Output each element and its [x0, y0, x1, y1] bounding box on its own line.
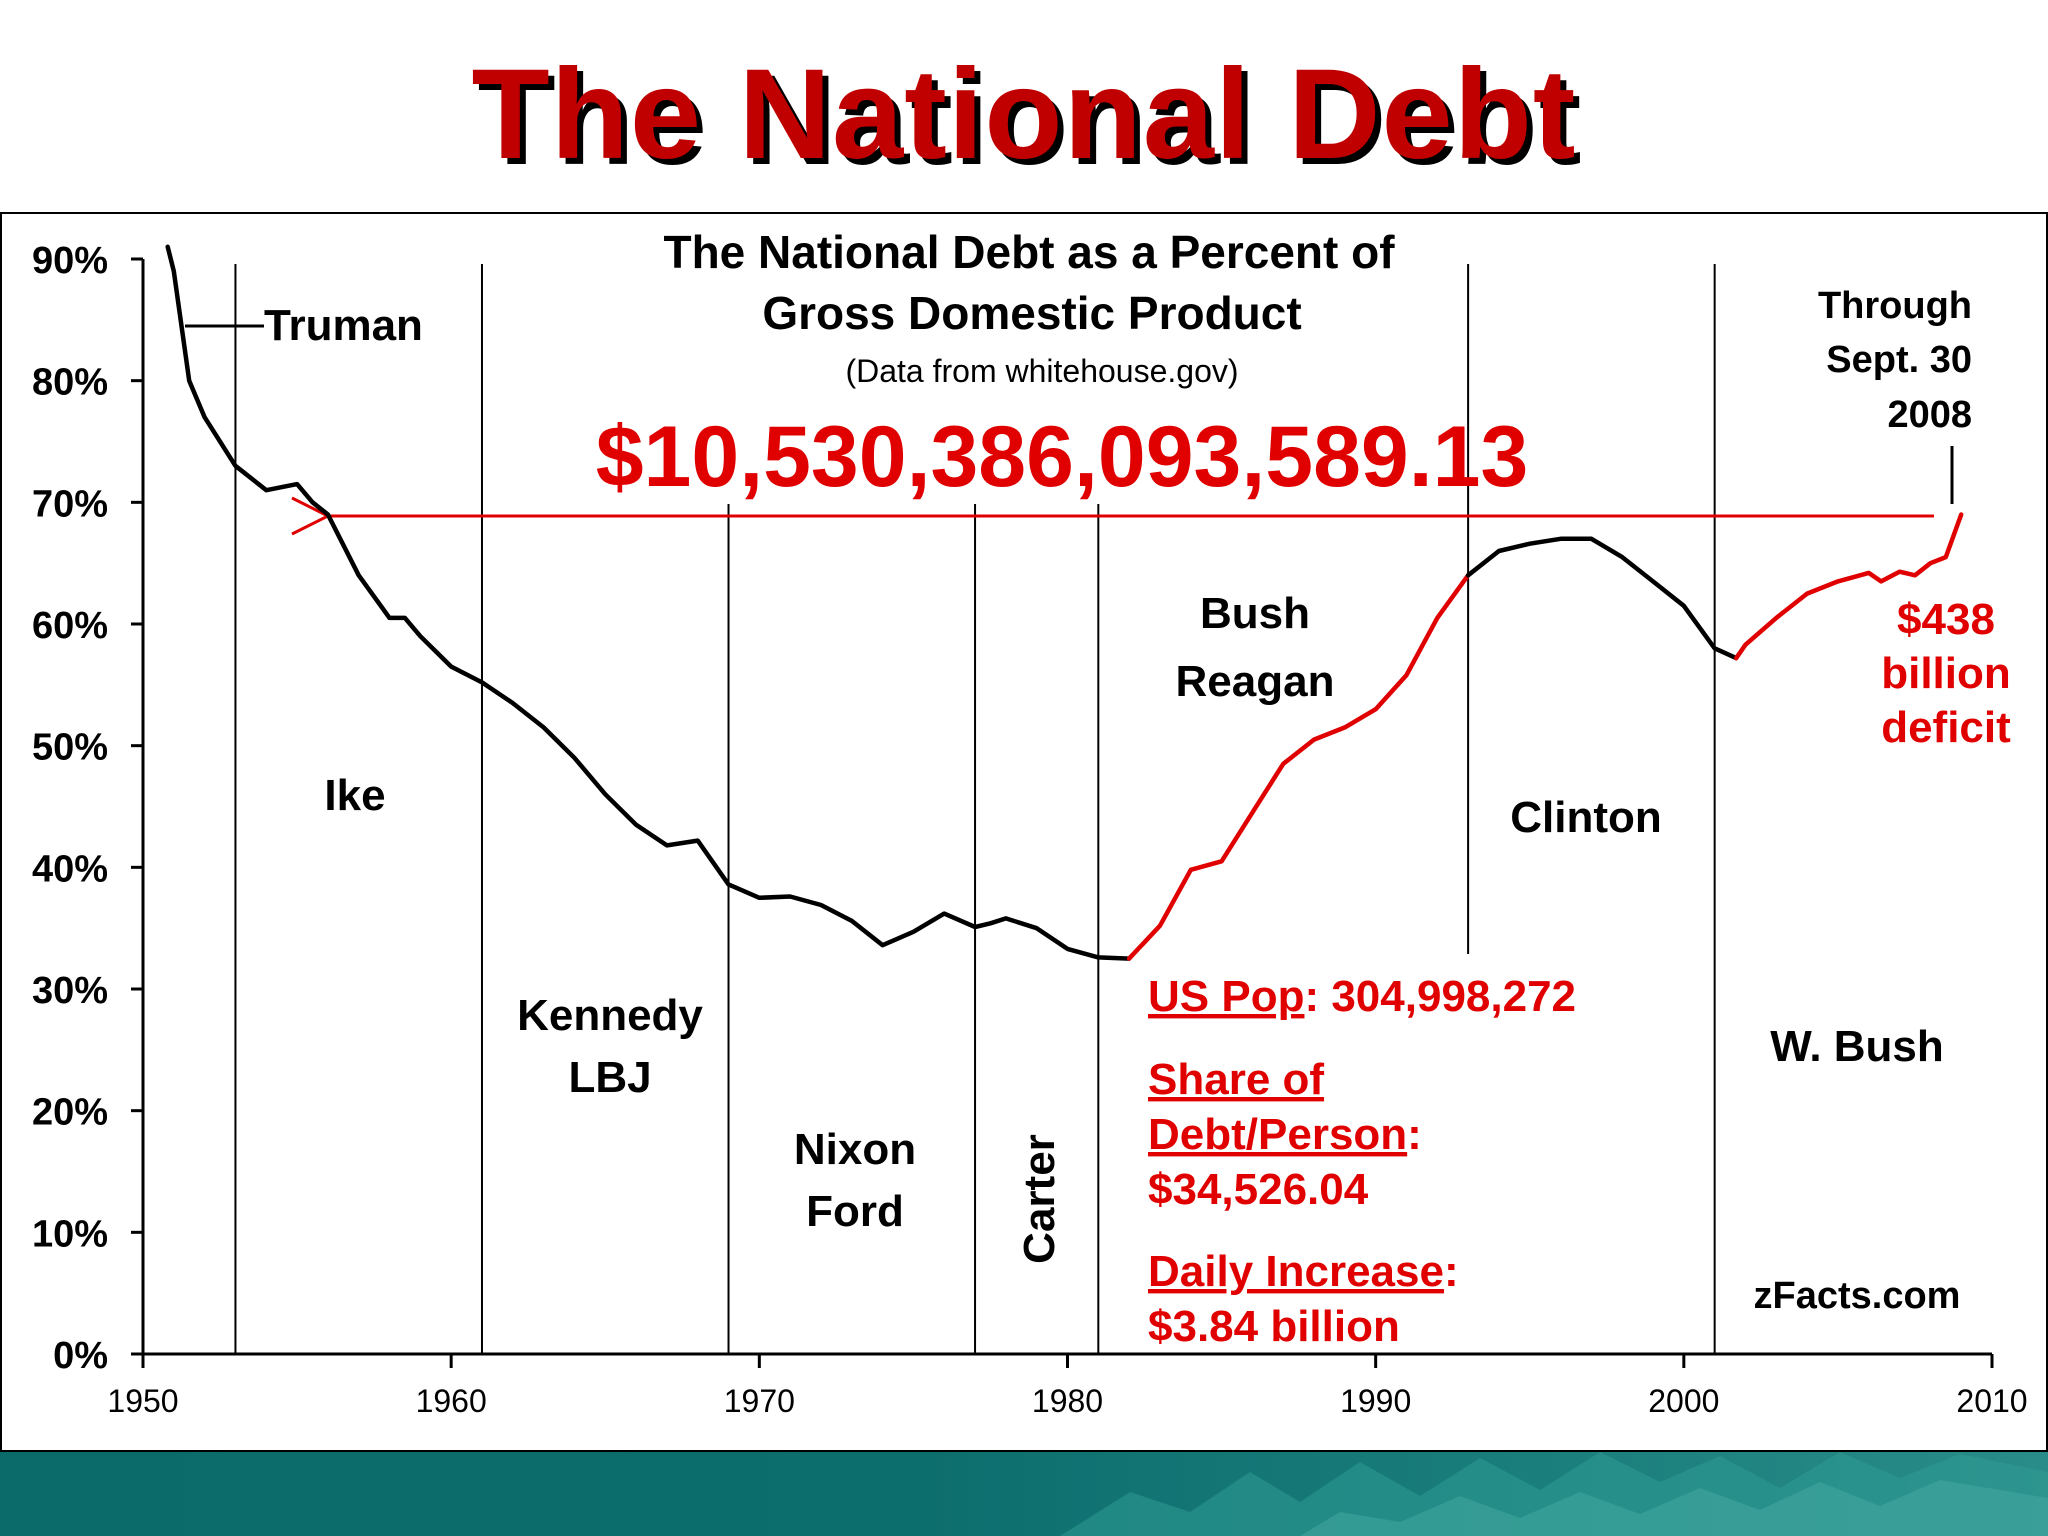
y-tick-label: 20% — [32, 1092, 108, 1134]
stat-daily: Daily Increase: — [1148, 1247, 1459, 1296]
x-tick-label: 1960 — [416, 1383, 487, 1419]
x-tick-label: 2000 — [1648, 1383, 1719, 1419]
chart-title: The National Debt as a Percent of — [663, 226, 1395, 278]
y-tick-label: 90% — [32, 240, 108, 282]
president-label-ike: Ike — [324, 771, 385, 820]
deficit-billion: billion — [1881, 649, 2011, 698]
stat-share-label1: Share of — [1148, 1055, 1324, 1104]
series-layer — [165, 244, 1964, 961]
stat-share-label2-line: Debt/Person: — [1148, 1110, 1422, 1159]
x-ticks: 1950 1960 1970 1980 1990 2000 2010 — [107, 1354, 2028, 1419]
president-label-bush: Bush — [1200, 589, 1310, 638]
footer-band — [0, 1452, 2048, 1536]
president-label-nixon: Nixon — [794, 1125, 916, 1174]
x-tick-label: 1970 — [724, 1383, 795, 1419]
stat-pop-label: US Pop — [1148, 972, 1304, 1021]
through-line1: Through — [1818, 285, 1972, 327]
through-line3: 2008 — [1887, 394, 1972, 436]
x-tick-label: 1980 — [1032, 1383, 1103, 1419]
president-label-carter: Carter — [1015, 1134, 1064, 1264]
stat-daily-value: $3.84 billion — [1148, 1302, 1400, 1351]
debt-chart: 0%10%20%30%40%50%60%70%80%90% 1950 1960 19… — [32, 226, 2028, 1419]
y-tick-label: 40% — [32, 848, 108, 890]
president-label-clinton: Clinton — [1510, 793, 1662, 842]
president-label-lbj: LBJ — [568, 1053, 651, 1102]
chart-title-line2: Gross Domestic Product — [762, 287, 1301, 339]
president-label-w-bush: W. Bush — [1770, 1022, 1944, 1071]
president-label-reagan: Reagan — [1176, 657, 1335, 706]
footer-decoration — [1060, 1452, 2048, 1536]
x-tick-label: 1990 — [1340, 1383, 1411, 1419]
series-line — [1126, 573, 1471, 961]
debt-total: $10,530,386,093,589.13 — [596, 409, 1529, 505]
y-tick-label: 60% — [32, 605, 108, 647]
series-line — [1733, 512, 1964, 661]
y-ticks: 0% 10% 20% 30% 40% 50% 60% 70% 80% 90% — [32, 240, 143, 1377]
y-tick-label: 80% — [32, 362, 108, 404]
y-tick-label: 70% — [32, 483, 108, 525]
y-tick-label: 0% — [53, 1335, 108, 1377]
stat-share-label2: Debt/Person — [1148, 1110, 1407, 1159]
y-tick-label: 30% — [32, 970, 108, 1012]
series-line — [1465, 536, 1739, 661]
chart-frame: 0% 10% 20% 30% 40% 50% 60% 70% 80% 90% 1950 1960 19… — [0, 212, 2048, 1452]
stat-share-colon: : — [1407, 1110, 1422, 1159]
deficit-label: deficit — [1881, 703, 2011, 752]
stat-pop-value: : 304,998,272 — [1304, 972, 1576, 1021]
through-line2: Sept. 30 — [1826, 339, 1972, 381]
stat-daily-colon: : — [1444, 1247, 1459, 1296]
president-label-ford: Ford — [806, 1187, 904, 1236]
president-label-kennedy: Kennedy — [517, 991, 703, 1040]
stat-daily-label: Daily Increase — [1148, 1247, 1444, 1296]
series-line — [165, 244, 1132, 961]
stat-pop: US Pop: 304,998,272 — [1148, 972, 1576, 1021]
slide-title: The National Debt — [471, 43, 1577, 186]
y-tick-label: 10% — [32, 1213, 108, 1255]
stat-share-value: $34,526.04 — [1148, 1165, 1369, 1214]
deficit-amount: $438 — [1897, 595, 1995, 644]
y-tick-label: 50% — [32, 727, 108, 769]
president-label-truman: Truman — [264, 301, 423, 350]
chart-subtitle: (Data from whitehouse.gov) — [845, 353, 1238, 389]
x-tick-label: 1950 — [107, 1383, 178, 1419]
x-tick-label: 2010 — [1956, 1383, 2027, 1419]
president-boundaries — [234, 264, 1716, 1354]
source-credit: zFacts.com — [1754, 1275, 1961, 1317]
